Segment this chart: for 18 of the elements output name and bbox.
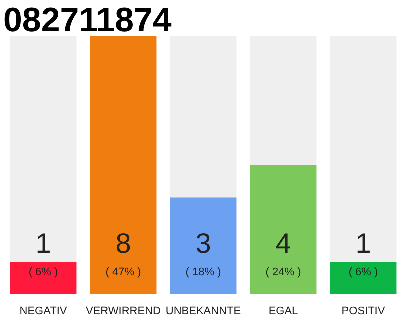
annotation: ( 6% ) bbox=[348, 266, 378, 279]
x-tick-label: VERWIRREND bbox=[86, 306, 162, 318]
bar bbox=[330, 262, 397, 294]
annotation: ( 18% ) bbox=[186, 266, 222, 279]
annotation: ( 6% ) bbox=[28, 266, 58, 279]
data-label: 1 bbox=[36, 228, 52, 260]
x-tick-label: NEGATIV bbox=[20, 306, 68, 318]
x-tick-label: EGAL bbox=[268, 306, 298, 318]
chart-title: 082711874 bbox=[4, 2, 172, 40]
data-label: 4 bbox=[276, 228, 292, 260]
x-tick-label: UNBEKANNTE bbox=[166, 306, 242, 318]
annotation: ( 47% ) bbox=[106, 266, 142, 279]
data-label: 1 bbox=[356, 228, 372, 260]
x-tick-label: POSITIV bbox=[342, 306, 386, 318]
annotation: ( 24% ) bbox=[266, 266, 302, 279]
data-label: 3 bbox=[196, 228, 212, 260]
data-label: 8 bbox=[116, 228, 132, 260]
bar bbox=[10, 262, 77, 294]
